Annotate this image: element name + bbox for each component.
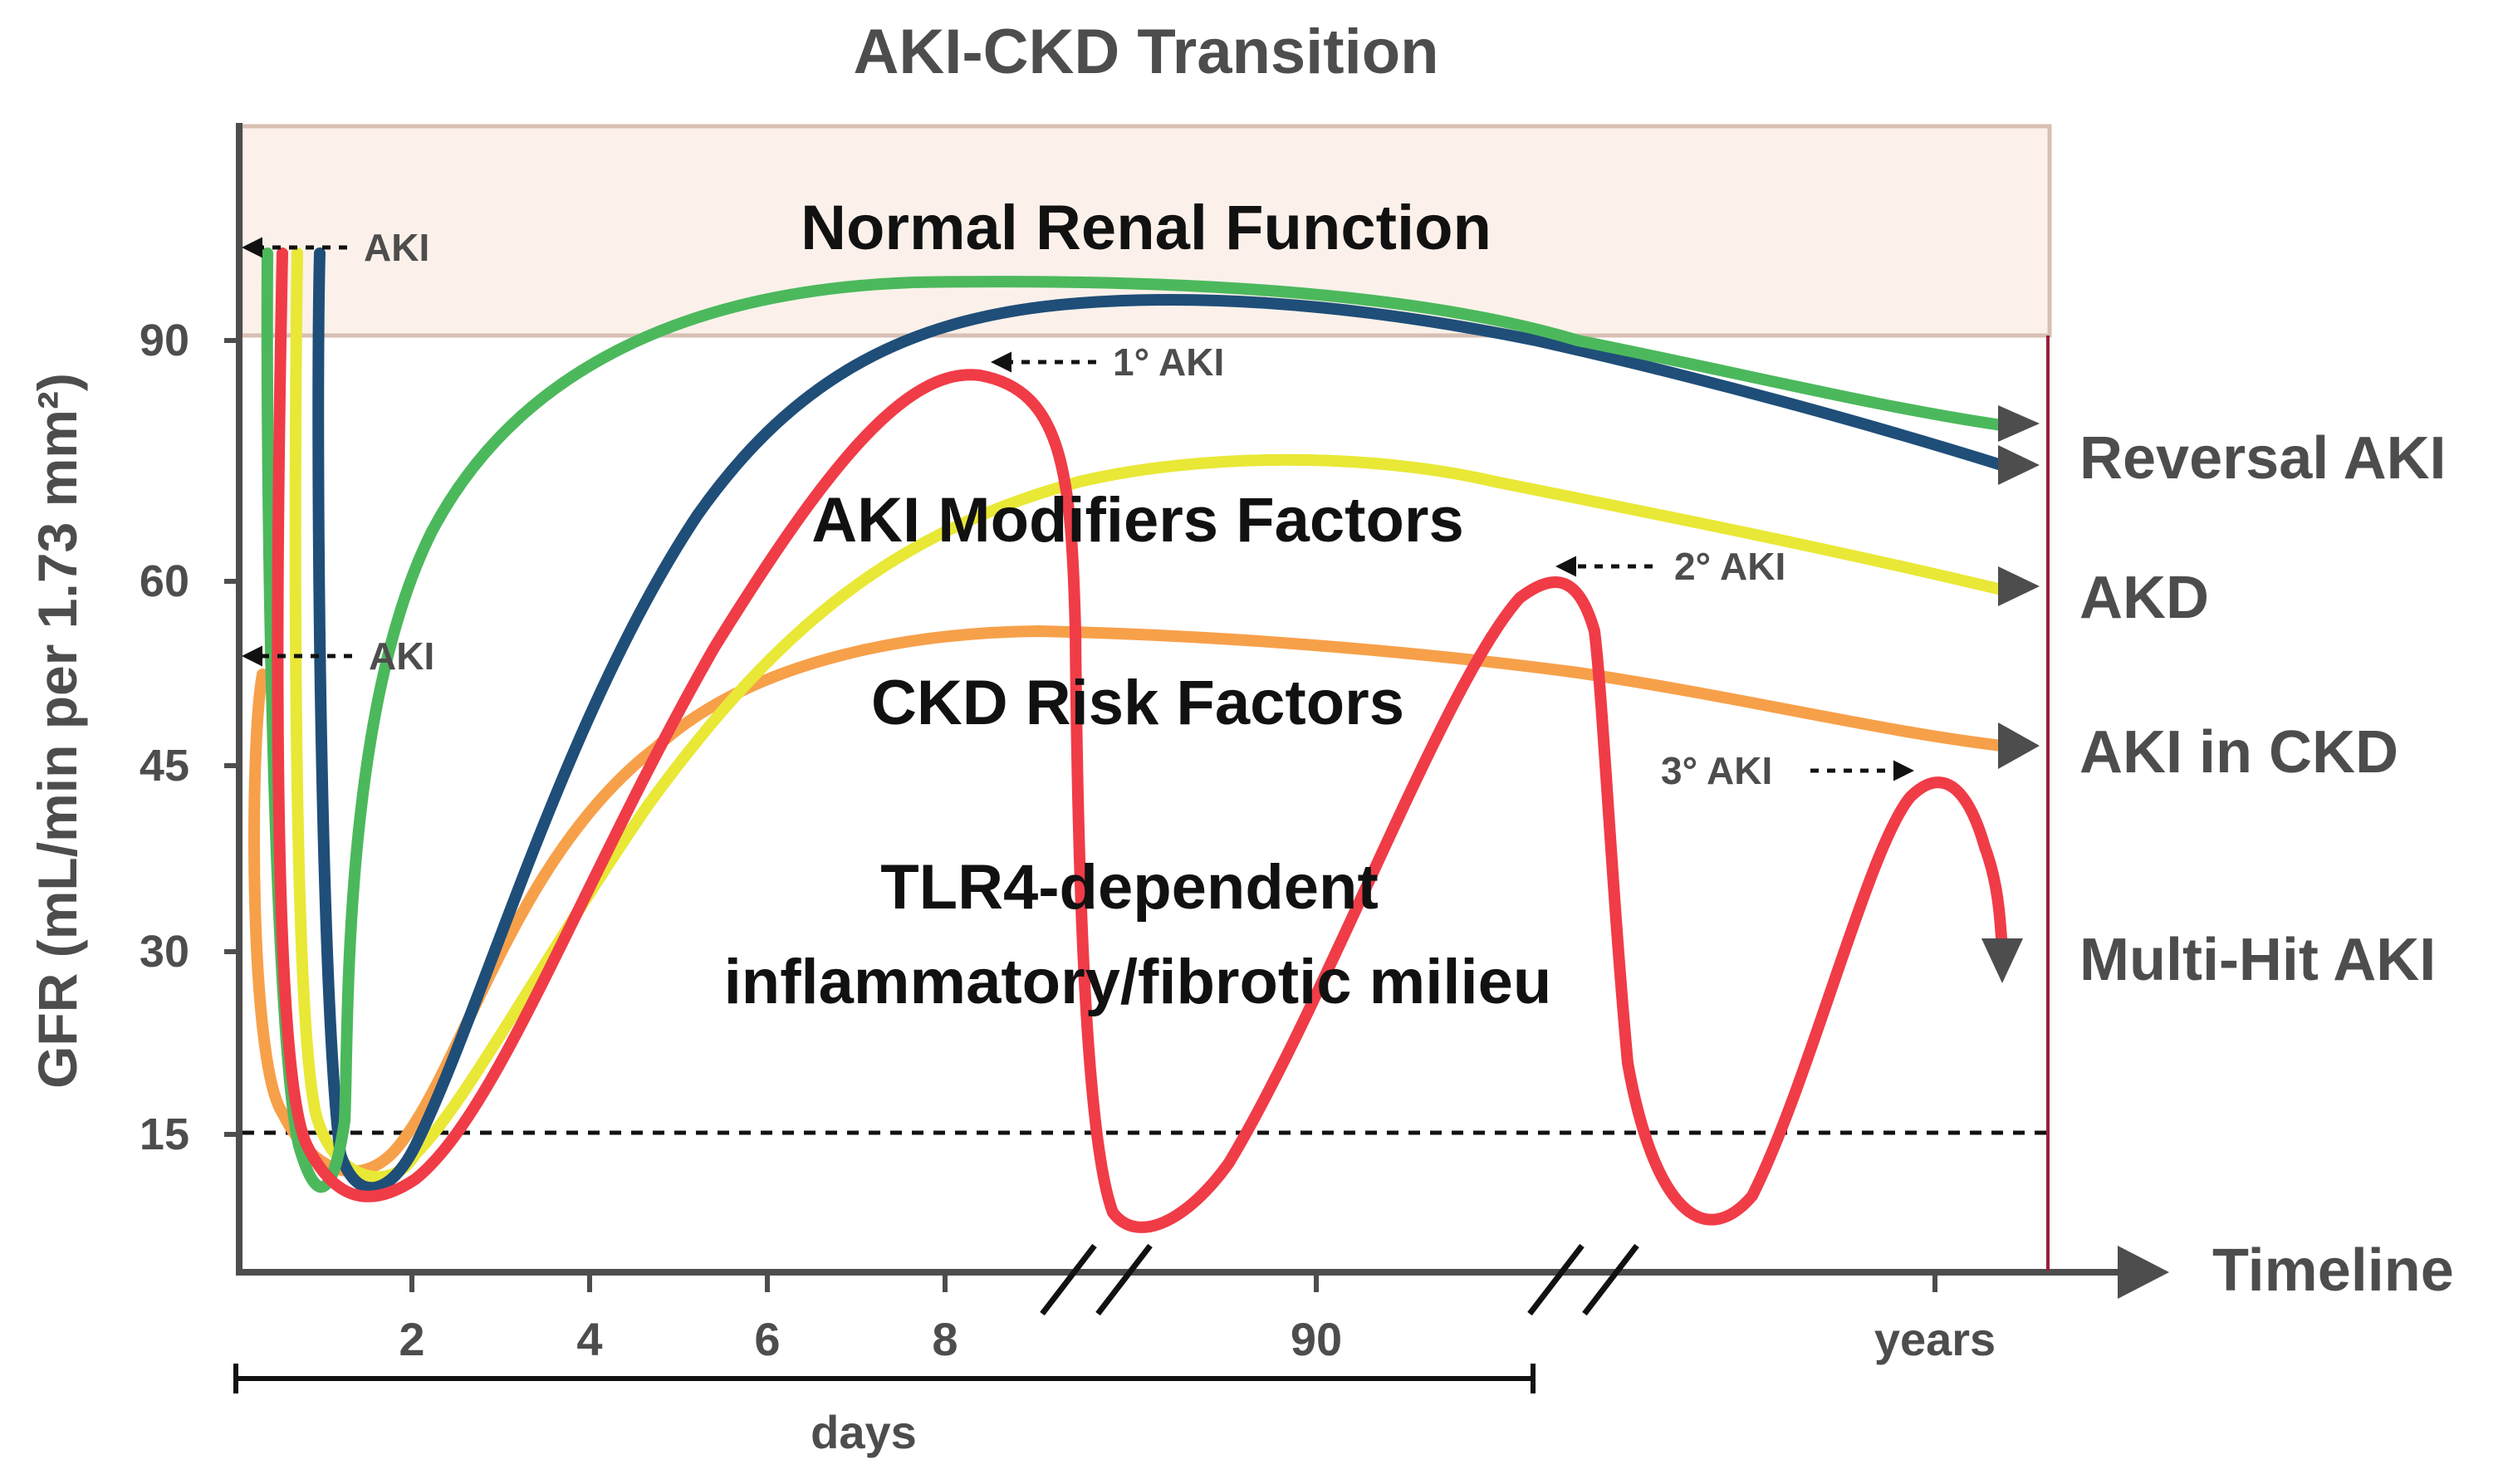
- axis-break-1-slash-b: [1095, 1243, 1153, 1316]
- curve-multi-hit: [272, 247, 2007, 1233]
- outcome-aki-in-ckd: AKI in CKD: [2079, 719, 2398, 786]
- aki-modifiers-label: AKI Modifiers Factors: [811, 485, 1463, 556]
- outcome-akd: AKD: [2079, 565, 2209, 631]
- aki-top-label: AKI: [364, 226, 429, 269]
- axis-break-1: [1040, 1243, 1153, 1316]
- arrowhead-reversal-green: [1998, 405, 2040, 442]
- days-label: days: [811, 1406, 917, 1458]
- curve-aki-in-ckd: [248, 624, 2007, 1178]
- ckd-risk-label: CKD Risk Factors: [871, 668, 1404, 738]
- outcome-multi-hit-aki: Multi-Hit AKI: [2079, 927, 2436, 993]
- x-tick-90: 90: [1291, 1313, 1342, 1365]
- y-tick-15: 15: [140, 1109, 189, 1159]
- axis-break-2-slash-b: [1582, 1243, 1639, 1316]
- days-bracket: [233, 1364, 1536, 1393]
- curve-akd: [289, 247, 2007, 1183]
- outcome-reversal-aki: Reversal AKI: [2079, 425, 2447, 492]
- y-tick-45: 45: [140, 741, 189, 791]
- arrowhead-multi-hit: [1981, 938, 2023, 983]
- axis-break-1-slash-a: [1040, 1243, 1097, 1316]
- tertiary-aki-label: 3° AKI: [1661, 749, 1772, 792]
- secondary-aki-label: 2° AKI: [1674, 545, 1785, 588]
- chart-title: AKI-CKD Transition: [853, 17, 1438, 87]
- tlr4-label-line2: inflammatory/fibrotic milieu: [724, 947, 1552, 1017]
- x-ticks: [409, 1272, 1937, 1292]
- normal-renal-label: Normal Renal Function: [801, 193, 1492, 263]
- y-tick-30: 30: [140, 927, 189, 977]
- arrowhead-akd: [1998, 566, 2040, 606]
- timeline-label: Timeline: [2212, 1237, 2454, 1304]
- x-axis-arrowhead: [2118, 1246, 2169, 1299]
- x-tick-8: 8: [932, 1313, 958, 1365]
- x-tick-years: years: [1874, 1313, 1996, 1365]
- axis-break-2-slash-a: [1527, 1243, 1585, 1316]
- axis-break-2: [1527, 1243, 1639, 1316]
- y-tick-60: 60: [140, 556, 189, 606]
- x-tick-2: 2: [399, 1313, 424, 1365]
- x-tick-6: 6: [754, 1313, 780, 1365]
- y-ticks: [224, 338, 242, 1137]
- y-tick-90: 90: [140, 316, 189, 365]
- x-tick-4: 4: [576, 1313, 602, 1365]
- curve-reversal-blue: [312, 247, 2007, 1194]
- primary-aki-label: 1° AKI: [1113, 340, 1224, 384]
- arrowhead-aki-in-ckd: [1998, 722, 2040, 769]
- aki-mid-label: AKI: [369, 634, 434, 678]
- tlr4-label-line1: TLR4-dependent: [880, 852, 1379, 923]
- arrowhead-reversal-blue: [1998, 445, 2040, 485]
- y-axis-label: GFR (mL/min per 1.73 mm²): [27, 373, 88, 1089]
